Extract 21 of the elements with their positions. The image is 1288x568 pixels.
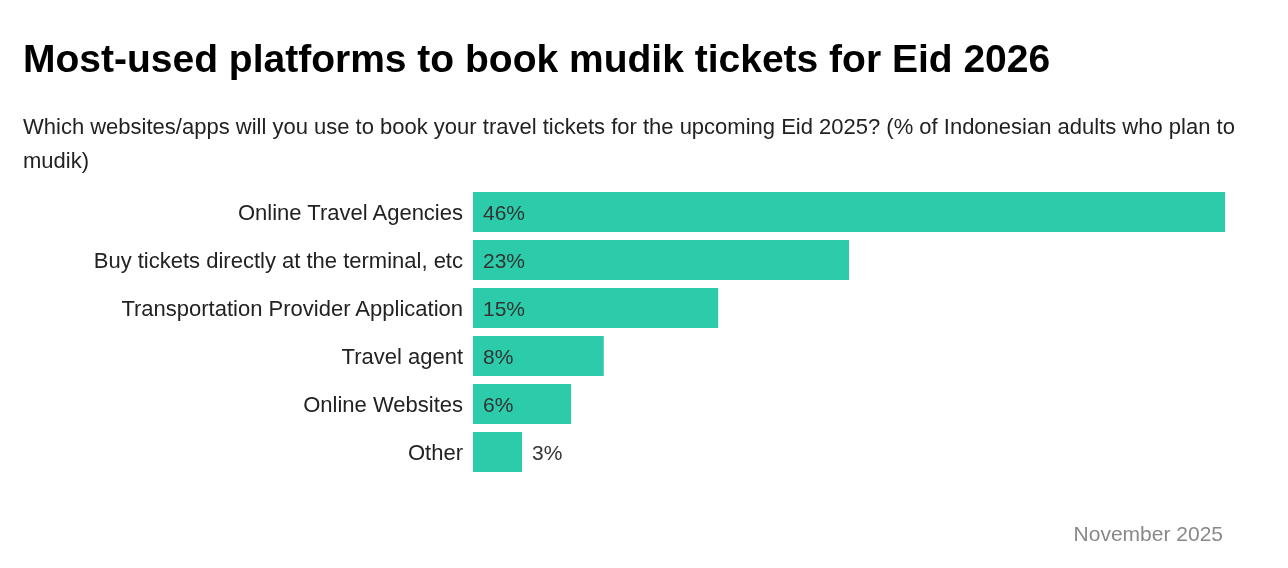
data-label: 46%: [483, 200, 526, 224]
chart-subtitle: Which websites/apps will you use to book your travel tickets for the upcoming Eid 2025? (% of Indonesian adults who plan to mudik): [23, 113, 1242, 173]
y-tick-label: Buy tickets directly at the terminal, etc: [93, 247, 463, 273]
data-label: 8%: [483, 344, 514, 368]
y-tick-label: Online Travel Agencies: [237, 199, 463, 225]
bar: [473, 432, 523, 472]
bar: [473, 384, 572, 424]
data-label: 6%: [483, 392, 514, 416]
chart-title: Most-used platforms to book mudik tickets for Eid 2026: [23, 37, 1051, 80]
bar: [473, 288, 719, 328]
y-tick-label: Online Websites: [303, 391, 463, 417]
y-tick-label: Transportation Provider Application: [121, 295, 463, 321]
y-tick-label: Other: [407, 439, 463, 465]
bar: [473, 192, 1225, 232]
text: November 2025: [1073, 522, 1223, 545]
y-tick-label: Travel agent: [341, 343, 463, 369]
data-label: 23%: [483, 248, 526, 272]
data-label: 15%: [483, 296, 526, 320]
bar: [473, 336, 604, 376]
bar: [473, 240, 849, 280]
data-label: 3%: [532, 440, 563, 464]
